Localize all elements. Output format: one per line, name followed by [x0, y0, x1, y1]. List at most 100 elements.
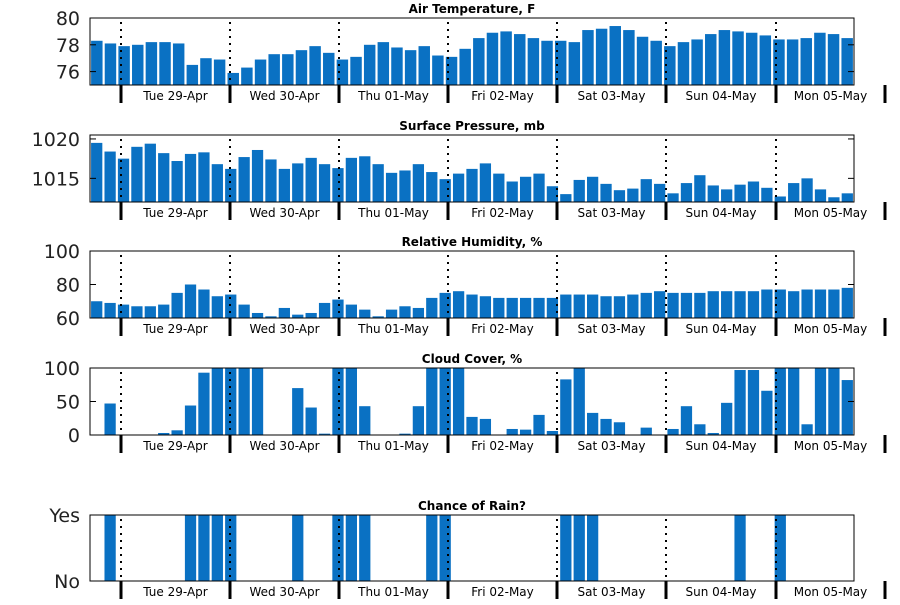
x-day-label: Fri 02-May: [471, 322, 534, 336]
chart-bar: [323, 52, 335, 85]
x-day-label: Mon 05-May: [794, 585, 868, 599]
x-day-label: Sun 04-May: [685, 322, 756, 336]
chart-title: Surface Pressure, mb: [399, 119, 545, 133]
chart-bar: [600, 418, 612, 435]
chart-bar: [345, 304, 357, 318]
chart-bar: [372, 316, 384, 318]
chart-bar: [801, 424, 813, 435]
chart-bar: [732, 31, 744, 85]
x-day-label: Sat 03-May: [578, 439, 646, 453]
chart-bar: [650, 40, 662, 85]
chart-bar: [426, 368, 438, 435]
chart-bar: [814, 368, 827, 435]
chart-bar: [459, 48, 471, 85]
chart-bar: [117, 158, 130, 202]
chart-bar: [609, 26, 621, 85]
x-day-label: Fri 02-May: [471, 206, 534, 220]
chart-bar: [172, 43, 185, 85]
chart-bar: [533, 414, 545, 435]
chart-bar: [587, 412, 599, 435]
chart-bar: [292, 515, 304, 581]
chart-bar: [479, 296, 492, 318]
chart-bar: [841, 38, 853, 85]
chart-bar: [418, 46, 430, 85]
chart-bar: [640, 427, 652, 435]
chart-bar: [385, 172, 398, 202]
x-day-label: Wed 30-Apr: [249, 439, 319, 453]
chart-bar: [332, 168, 344, 202]
plot-frame: [89, 514, 855, 582]
chart-bar: [541, 40, 553, 85]
chart-bar: [104, 43, 117, 85]
chart-bar: [265, 159, 277, 202]
chart-bar: [828, 289, 840, 318]
chart-bar: [117, 304, 130, 318]
x-day-label: Tue 29-Apr: [142, 89, 207, 103]
chart-bar: [211, 368, 223, 435]
chart-bar: [265, 316, 277, 318]
x-day-label: Thu 01-May: [357, 585, 429, 599]
chart-bar: [466, 168, 478, 202]
chart-bar: [292, 388, 304, 435]
chart-bar: [761, 390, 773, 435]
chart-bar: [694, 292, 706, 319]
chart-bar: [412, 164, 425, 202]
chart-bar: [404, 50, 417, 85]
chart-bar: [211, 164, 223, 202]
chart-bar: [667, 292, 679, 319]
chart-bar: [493, 173, 505, 202]
chart-bar: [332, 368, 344, 435]
chart-bar: [761, 187, 773, 202]
chart-bar: [582, 30, 594, 86]
chart-bar: [104, 151, 116, 202]
chart-bar: [144, 143, 156, 202]
chart-bar: [568, 42, 581, 85]
chart-bar: [479, 163, 492, 202]
chart-bar: [587, 294, 599, 318]
chart-bar: [278, 168, 290, 202]
chart-bar: [171, 430, 183, 435]
chart-bar: [560, 515, 572, 581]
x-day-label: Wed 30-Apr: [249, 89, 319, 103]
chart-bar: [359, 156, 371, 202]
chart-bar: [613, 190, 626, 202]
chart-bar: [667, 193, 679, 202]
chart-bar: [627, 294, 639, 318]
chart-bar: [426, 297, 438, 318]
chart-bar: [238, 304, 250, 318]
chart-bar: [774, 196, 786, 202]
chart-bar: [759, 35, 772, 85]
chart-bar: [734, 184, 746, 202]
chart-bar: [774, 368, 786, 435]
chart-bar: [694, 175, 706, 202]
chart-bar: [707, 432, 719, 435]
chart-bar: [171, 161, 183, 202]
chart-panel: Surface Pressure, mb 1015 1020 Tue 29-Apr We…: [32, 119, 887, 220]
y-tick-label: 100: [44, 241, 80, 263]
x-day-label: Fri 02-May: [471, 89, 534, 103]
chart-bar: [345, 157, 357, 202]
x-day-label: Fri 02-May: [471, 439, 534, 453]
chart-bar: [385, 309, 398, 319]
chart-bar: [734, 370, 746, 435]
chart-bar: [527, 38, 540, 85]
chart-bar: [814, 32, 826, 85]
chart-bar: [439, 179, 451, 202]
chart-bar: [131, 306, 143, 318]
chart-bar: [533, 297, 545, 318]
chart-bar: [828, 368, 840, 435]
chart-bar: [707, 185, 719, 202]
chart-bar: [345, 515, 357, 581]
chart-bar: [613, 296, 626, 318]
x-day-label: Tue 29-Apr: [142, 322, 207, 336]
chart-bar: [573, 368, 585, 435]
chart-bar: [774, 515, 786, 581]
chart-bar: [788, 183, 800, 202]
chart-bar: [828, 197, 840, 202]
x-day-label: Mon 05-May: [794, 206, 868, 220]
chart-bar: [292, 314, 304, 318]
x-day-label: Sat 03-May: [578, 89, 646, 103]
chart-bar: [705, 34, 717, 85]
y-tick-label: 50: [56, 392, 80, 414]
chart-bar: [573, 294, 585, 318]
